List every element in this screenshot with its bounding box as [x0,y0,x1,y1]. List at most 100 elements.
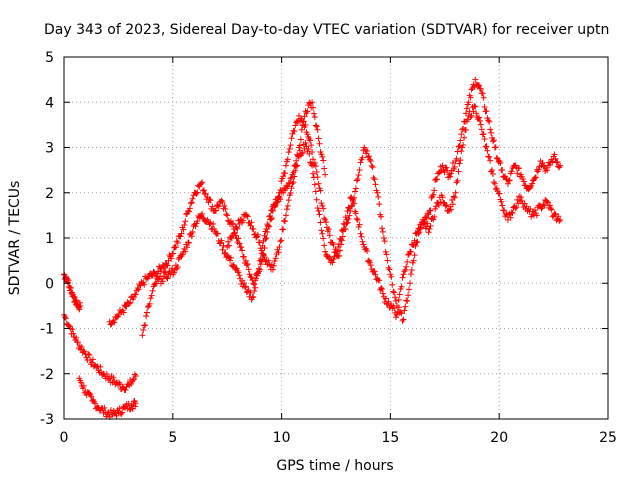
data-point [132,373,139,380]
grid [64,57,608,419]
data-point [122,387,129,394]
data-point [472,103,479,110]
data-point [311,114,318,121]
data-point [312,188,319,195]
data-point [386,266,393,273]
data-point [395,304,402,311]
data-point [430,191,437,198]
data-point [284,183,291,190]
data-point [265,222,272,229]
data-point [199,210,206,217]
data-point [402,266,409,273]
data-point [185,208,192,215]
data-point [270,262,277,269]
data-point [451,194,458,201]
data-point [379,290,386,297]
data-point [319,230,326,237]
data-point [337,236,344,243]
data-point [388,273,395,280]
data-point [318,200,325,207]
data-point [401,307,408,314]
data-point [321,242,328,249]
data-point [85,351,92,358]
data-point [307,159,314,166]
y-tick-label: 3 [45,141,54,157]
data-point [336,252,343,259]
data-point [396,291,403,298]
data-point [323,219,330,226]
data-point [472,76,479,83]
data-point [307,137,314,144]
data-point [147,295,154,302]
data-point [391,289,398,296]
data-point [546,202,553,209]
data-point [507,214,514,221]
data-point [292,122,299,129]
data-point [406,286,413,293]
data-point [459,126,466,133]
data-point [378,213,385,220]
data-point [244,260,251,267]
data-point [304,131,311,138]
data-point [478,126,485,133]
data-point [171,269,178,276]
data-point [286,146,293,153]
data-point [250,293,257,300]
data-point [295,152,302,159]
data-point [127,299,134,306]
data-point [320,205,327,212]
data-point [251,288,258,295]
data-point [285,197,292,204]
data-point [219,246,226,253]
data-point [218,237,225,244]
data-point [223,211,230,218]
y-tick-label: 5 [45,50,54,66]
series-trace-d [106,76,564,328]
data-point [250,225,257,232]
data-point [471,102,478,109]
data-point [231,229,238,236]
data-point [508,168,515,175]
data-point [213,207,220,214]
data-point [338,227,345,234]
data-point [282,218,289,225]
data-point [499,166,506,173]
data-point [287,175,294,182]
data-point [407,248,414,255]
data-point [336,241,343,248]
data-point [141,281,148,288]
data-point [207,220,214,227]
data-point [335,244,342,251]
data-point [431,213,438,220]
data-point [198,180,205,187]
data-point [253,275,260,282]
data-point [493,185,500,192]
data-point [398,283,405,290]
data-point [468,112,475,119]
data-point [77,302,84,309]
data-point [535,166,542,173]
data-point [169,265,176,272]
data-point [80,382,87,389]
data-point [235,235,242,242]
data-point [149,287,156,294]
data-point [334,248,341,255]
data-point [244,213,251,220]
data-point [281,217,288,224]
data-point [383,251,390,258]
data-point [211,225,218,232]
data-point [185,239,192,246]
data-point [404,258,411,265]
data-point [220,242,227,249]
data-point [465,99,472,106]
data-point [445,207,452,214]
data-point [463,105,470,112]
data-point [467,94,474,101]
data-point [464,116,471,123]
data-point [352,210,359,217]
y-tick-label: 2 [45,186,54,202]
data-point [65,277,72,284]
data-point [364,148,371,155]
axis-ticks: -3 -2 -1 0 1 2 3 4 5 0 5 10 15 20 25 [40,50,617,446]
